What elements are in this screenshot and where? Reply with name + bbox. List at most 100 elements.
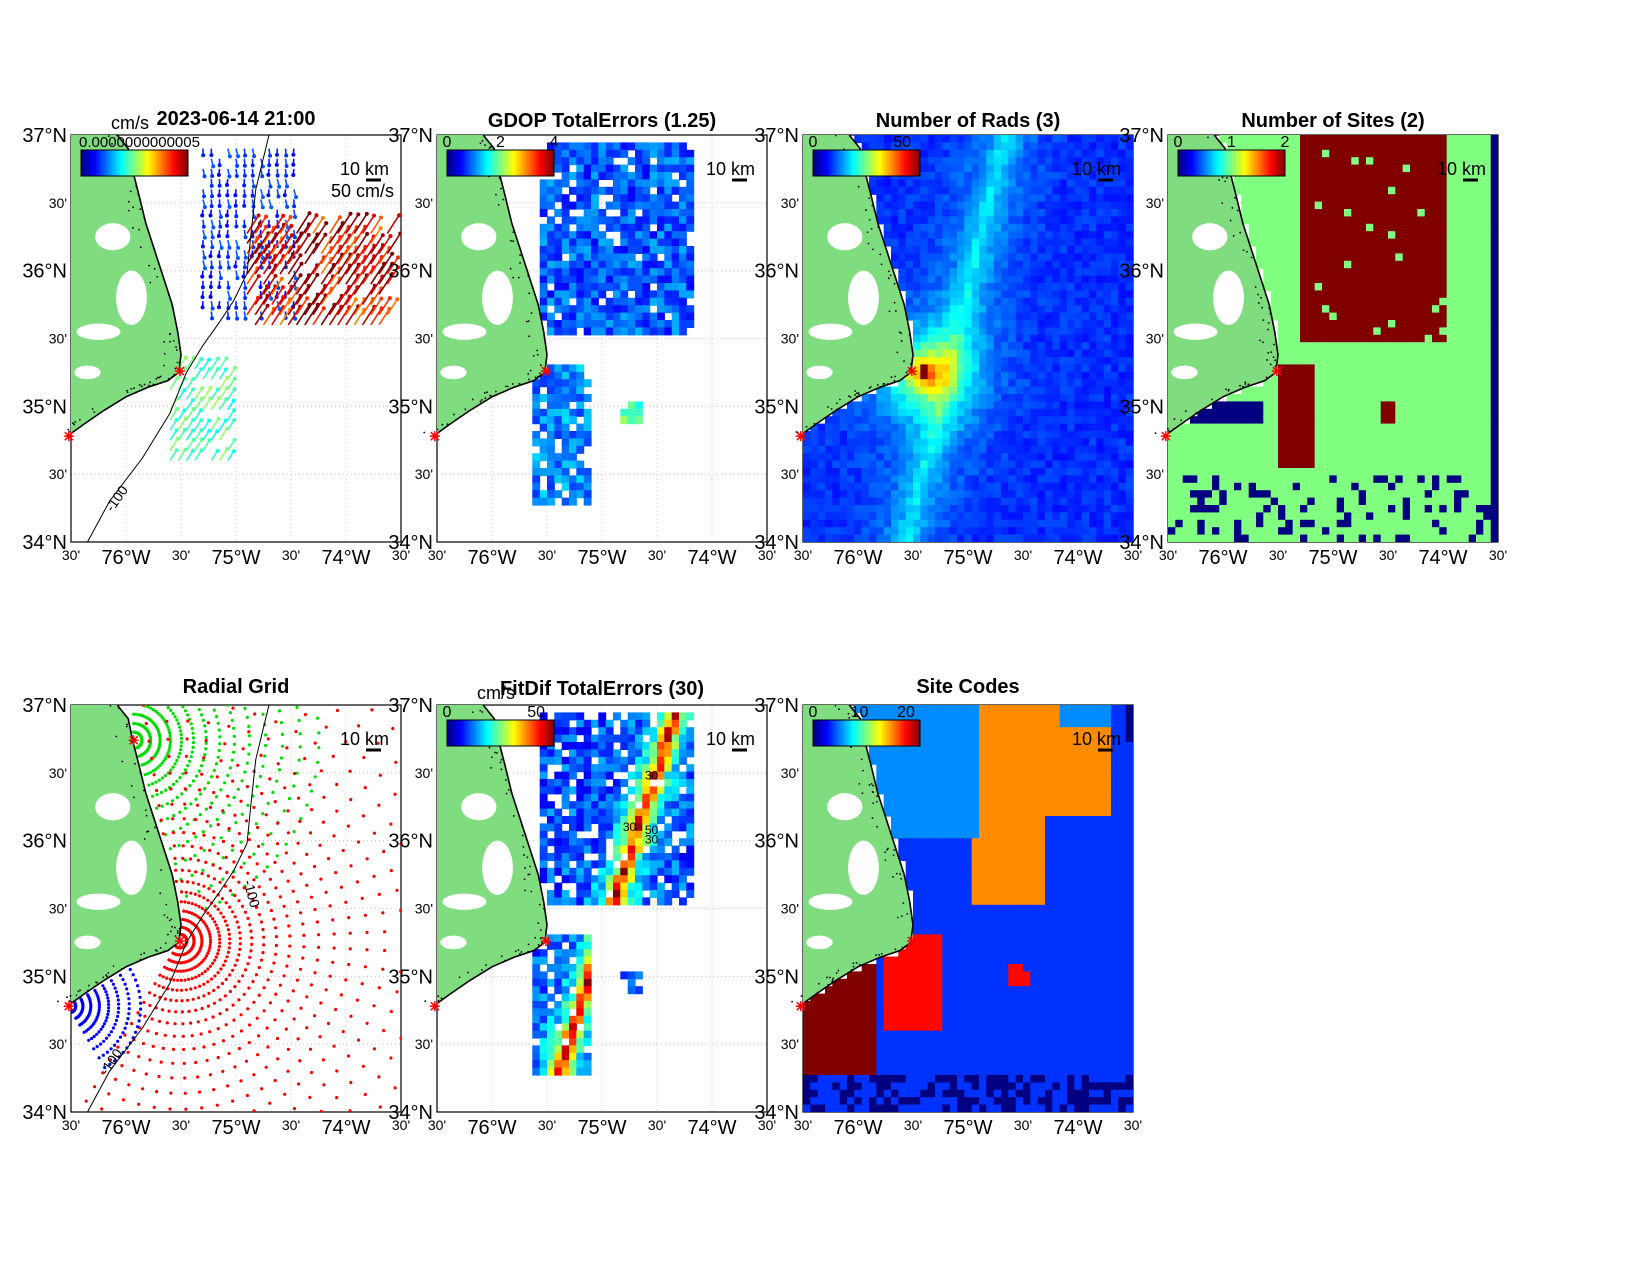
heatmap-cell [949, 512, 958, 521]
heatmap-cell [1015, 135, 1024, 143]
heatmap-cell [1292, 320, 1301, 328]
heatmap-cell [1322, 246, 1330, 254]
heatmap-cell [547, 490, 555, 499]
heatmap-cell [913, 135, 921, 143]
current-vector-head [208, 213, 213, 218]
current-vector-head [232, 408, 237, 413]
current-vector-head [200, 386, 205, 391]
heatmap-cell [686, 260, 695, 269]
heatmap-cell [1322, 172, 1330, 180]
colorbar-step [518, 150, 520, 176]
heatmap-cell [1278, 453, 1286, 462]
heatmap-cell [935, 334, 943, 343]
heatmap-cell [1125, 194, 1133, 203]
heatmap-cell [817, 527, 826, 536]
colorbar-step [874, 150, 876, 176]
heatmap-cell [1089, 186, 1097, 195]
heatmap-cell [935, 327, 943, 336]
heatmap-cell [957, 453, 965, 462]
heatmap-cell [1125, 327, 1133, 336]
lon-tick-label: 74°W [687, 547, 736, 569]
heatmap-cell [1329, 534, 1338, 542]
heatmap-cell [942, 179, 951, 188]
heatmap-cell [1052, 164, 1061, 173]
current-vector [295, 223, 310, 244]
current-vector [328, 216, 341, 234]
heatmap-cell [979, 327, 987, 336]
heatmap-cell [1030, 268, 1039, 277]
current-vector [271, 224, 285, 244]
heatmap-cell [561, 268, 570, 277]
heatmap-cell [986, 460, 995, 469]
heatmap-cell [1059, 453, 1068, 462]
heatmap-cell [964, 342, 973, 351]
heatmap-cell [605, 164, 614, 173]
heatmap-cell [1314, 142, 1323, 151]
lat-tick-label: 34°N [388, 532, 433, 554]
lon-tick-label: 30' [904, 547, 922, 563]
heatmap-cell [583, 290, 592, 299]
panel-nsites: 37°N30'36°N30'35°N30'34°N30' 76°W 30' 75°W 3… [1119, 110, 1507, 569]
heatmap-cell [1023, 394, 1031, 402]
coast-dot [536, 353, 539, 356]
heatmap-cell [671, 157, 680, 166]
heatmap-cell [891, 519, 899, 528]
coast-dot [847, 395, 850, 398]
heatmap-cell [971, 349, 980, 358]
heatmap-cell [547, 371, 555, 380]
heatmap-cell [1314, 209, 1323, 217]
heatmap-cell [1263, 512, 1272, 521]
heatmap-cell [1008, 201, 1017, 210]
heatmap-cell [1118, 164, 1127, 173]
heatmap-cell [1344, 238, 1352, 247]
heatmap-cell [861, 519, 870, 528]
heatmap-cell [971, 246, 980, 254]
heatmap-cell [1197, 445, 1206, 454]
heatmap-cell [1256, 482, 1264, 491]
heatmap-cell [1241, 135, 1250, 143]
heatmap-cell [1307, 408, 1316, 417]
land-layer [67, 134, 182, 435]
heatmap-cell [1096, 438, 1105, 447]
heatmap-cell [1015, 253, 1024, 262]
heatmap-cell [561, 394, 570, 402]
heatmap-cell [605, 312, 614, 321]
heatmap-cell [1292, 445, 1301, 454]
heatmap-cell [576, 194, 585, 203]
heatmap-cell [1226, 431, 1235, 439]
heatmap-cell [1111, 342, 1119, 351]
heatmap-cell [1023, 231, 1031, 240]
heatmap-cell [1045, 231, 1053, 240]
coast-dot [488, 147, 491, 149]
sound-water [827, 223, 863, 251]
current-vector [378, 263, 393, 285]
heatmap-cell [1059, 194, 1068, 203]
heatmap-cell [1344, 268, 1352, 277]
current-vector [328, 268, 341, 285]
heatmap-cell [613, 312, 621, 321]
heatmap-cell [957, 431, 965, 439]
heatmap-cell [839, 527, 848, 536]
heatmap-cell [1125, 438, 1133, 447]
heatmap-cell [920, 371, 929, 380]
site-marker-3 [63, 431, 74, 442]
heatmap-cell [620, 142, 629, 151]
heatmap-cell [598, 260, 607, 269]
lat-tick-label: 30' [49, 331, 67, 347]
heatmap-cell [898, 246, 907, 254]
heatmap-cell [1197, 475, 1206, 484]
colorbar-step [141, 150, 143, 176]
heatmap-cell [561, 283, 570, 291]
heatmap-cell [627, 231, 636, 240]
heatmap-cell [986, 490, 995, 499]
heatmap-cell [957, 194, 965, 203]
heatmap-cell [532, 401, 541, 410]
heatmap-cell [1074, 490, 1083, 499]
heatmap-cell [613, 290, 621, 299]
heatmap-cell [1008, 342, 1017, 351]
heatmap-cell [1030, 164, 1039, 173]
heatmap-cell [657, 260, 665, 269]
heatmap-cell [957, 164, 965, 173]
heatmap-cell [1111, 416, 1119, 425]
heatmap-cell [569, 482, 577, 491]
